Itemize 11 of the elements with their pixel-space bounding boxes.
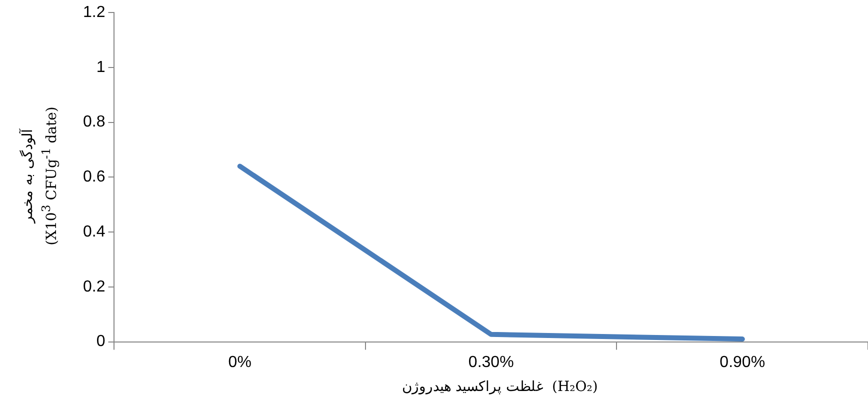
y-tick-label: 0.2 [82, 278, 106, 296]
y-tick-label: 1.2 [82, 4, 106, 22]
x-tick-label: 0% [228, 354, 252, 371]
x-axis-title: غلظت پراکسید هیدروژن (H₂O₂) [402, 378, 598, 395]
y-tick-label: 0.8 [82, 114, 106, 131]
y-tick-label: 1 [96, 58, 106, 76]
y-tick-label: 0.4 [82, 223, 106, 240]
x-tick-label: 0.90% [720, 354, 766, 371]
y-tick-label: 0.6 [82, 168, 106, 186]
y-tick-label: 0 [96, 333, 106, 350]
x-tick-label: 0.30% [468, 354, 514, 371]
